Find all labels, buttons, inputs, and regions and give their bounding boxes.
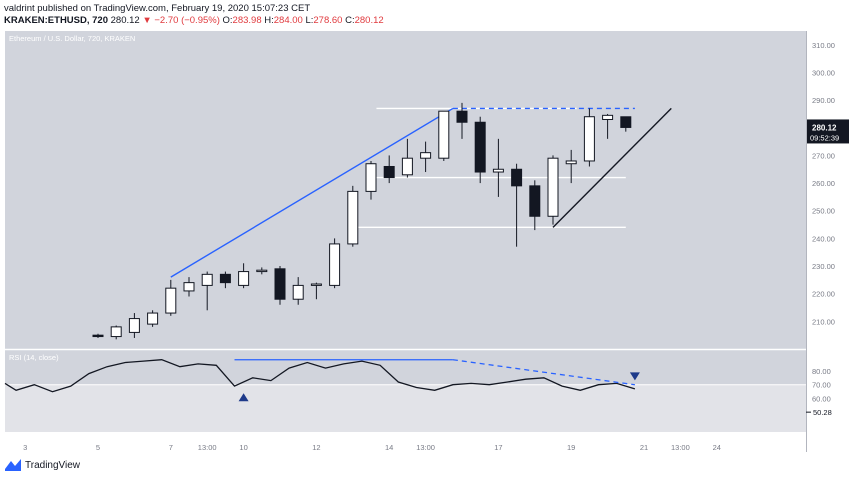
candle-body	[201, 273, 213, 286]
candle-body	[492, 168, 504, 173]
time-tick-label: 24	[713, 443, 721, 452]
candle-body	[274, 268, 286, 300]
symbol-label: KRAKEN:ETHUSD, 720	[4, 15, 108, 26]
price-tick-label: 250.00	[812, 207, 835, 216]
ohlc-legend: KRAKEN:ETHUSD, 720 280.12 ▼ −2.70 (−0.95…	[4, 15, 384, 26]
candle-body	[128, 318, 140, 333]
price-trendline	[552, 107, 672, 228]
open-value: 283.98	[232, 15, 262, 26]
price-pane	[5, 31, 806, 349]
candle-body	[511, 168, 523, 187]
price-tick-label: 290.00	[812, 96, 835, 105]
price-tick-label: 230.00	[812, 262, 835, 271]
rsi-title: RSI (14, close)	[9, 353, 59, 362]
time-tick-label: 14	[385, 443, 393, 452]
time-tick-label: 19	[567, 443, 575, 452]
candle-countdown: 09:52:39	[810, 133, 839, 142]
price-tick-label: 270.00	[812, 151, 835, 160]
candle-body	[438, 110, 450, 159]
high-value: 284.00	[273, 15, 303, 26]
time-tick-label: 17	[494, 443, 502, 452]
candle-body	[383, 165, 395, 179]
rsi-marker-down	[629, 372, 640, 381]
low-label: L:	[305, 15, 314, 26]
candle-body	[183, 282, 195, 292]
time-axis	[5, 433, 806, 452]
candle-body	[547, 157, 559, 217]
time-tick-label: 13:00	[671, 443, 690, 452]
time-tick-label: 21	[640, 443, 648, 452]
rsi-last-value: 50.28	[813, 408, 832, 417]
candle-body	[474, 121, 486, 173]
candle-body	[583, 116, 595, 162]
last-price-tag-value: 280.12	[812, 123, 837, 132]
candle-body	[292, 284, 304, 300]
rsi-lower-band	[5, 384, 806, 432]
rsi-tick-label: 60.00	[812, 395, 831, 404]
time-tick-label: 12	[312, 443, 320, 452]
price-tick-label: 300.00	[812, 68, 835, 77]
candle-body	[147, 312, 159, 325]
close-value: 280.12	[354, 15, 384, 26]
time-tick-label: 10	[239, 443, 247, 452]
candle-body	[620, 116, 632, 128]
candle-body	[347, 190, 359, 245]
time-tick-label: 5	[96, 443, 100, 452]
candle-body	[529, 185, 541, 217]
time-tick-label: 13:00	[198, 443, 217, 452]
price-tick-label: 310.00	[812, 41, 835, 50]
candle-body	[456, 110, 468, 123]
candle-body	[420, 152, 432, 159]
candle-body	[219, 273, 231, 284]
rsi-tick-label: 70.00	[812, 381, 831, 390]
price-tick-label: 260.00	[812, 179, 835, 188]
candle-body	[238, 271, 250, 286]
tradingview-brand[interactable]: TradingView	[5, 459, 80, 471]
open-label: O:	[222, 15, 233, 26]
candle-body	[310, 283, 322, 286]
price-trendline	[170, 107, 454, 278]
last-price: 280.12	[110, 15, 140, 26]
time-tick-label: 3	[23, 443, 27, 452]
brand-label: TradingView	[25, 459, 81, 471]
rsi-line	[4, 359, 636, 393]
candle-body	[256, 269, 268, 273]
low-value: 278.60	[313, 15, 343, 26]
tradingview-logo-icon	[5, 459, 21, 471]
candle-body	[365, 163, 377, 192]
high-label: H:	[264, 15, 274, 26]
rsi-tick-label: 80.00	[812, 367, 831, 376]
close-label: C:	[345, 15, 355, 26]
last-price-tag	[807, 119, 849, 144]
price-change: ▼ −2.70 (−0.95%)	[142, 15, 220, 26]
price-tick-label: 210.00	[812, 317, 835, 326]
price-chart-title: Ethereum / U.S. Dollar, 720, KRAKEN	[9, 34, 135, 43]
time-tick-label: 13:00	[416, 443, 435, 452]
candle-body	[565, 160, 577, 165]
time-tick-label: 7	[169, 443, 173, 452]
candle-body	[602, 114, 614, 120]
rsi-marker-up	[238, 393, 249, 402]
candle-body	[329, 243, 341, 286]
candle-body	[401, 157, 413, 176]
rsi-trendline	[452, 359, 635, 386]
price-tick-label: 240.00	[812, 234, 835, 243]
price-tick-label: 220.00	[812, 290, 835, 299]
candle-body	[92, 334, 104, 338]
candle-body	[110, 326, 122, 338]
publish-info: valdrint published on TradingView.com, F…	[4, 3, 311, 14]
candle-body	[165, 287, 177, 314]
